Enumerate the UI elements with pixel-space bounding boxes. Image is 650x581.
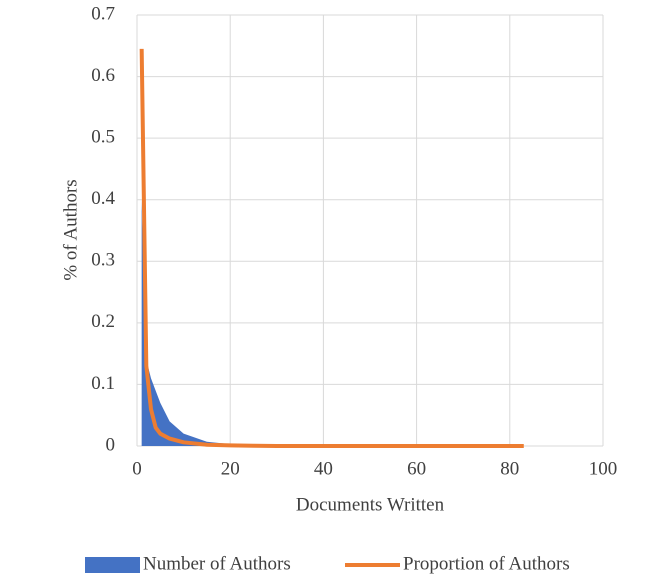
y-tick-label: 0.5 — [91, 127, 115, 148]
x-tick-label: 60 — [407, 458, 426, 479]
x-tick-label: 0 — [132, 458, 142, 479]
x-tick-label: 80 — [500, 458, 519, 479]
line — [139, 48, 524, 448]
y-tick-label: 0 — [106, 434, 116, 455]
y-axis-label: % of Authors — [60, 179, 81, 280]
y-tick-label: 0.1 — [91, 373, 115, 394]
y-tick-label: 0.7 — [91, 3, 115, 24]
y-tick-label: 0.4 — [91, 188, 115, 209]
y-tick-label: 0.6 — [91, 65, 115, 86]
legend-label: Number of Authors — [143, 553, 291, 574]
x-tick-label: 40 — [314, 458, 333, 479]
x-axis-label: Documents Written — [296, 494, 445, 515]
legend-swatch — [85, 557, 140, 573]
x-tick-label: 100 — [589, 458, 618, 479]
y-tick-label: 0.3 — [91, 250, 115, 271]
legend-label: Proportion of Authors — [403, 553, 570, 574]
x-tick-label: 20 — [221, 458, 240, 479]
y-tick-label: 0.2 — [91, 311, 115, 332]
